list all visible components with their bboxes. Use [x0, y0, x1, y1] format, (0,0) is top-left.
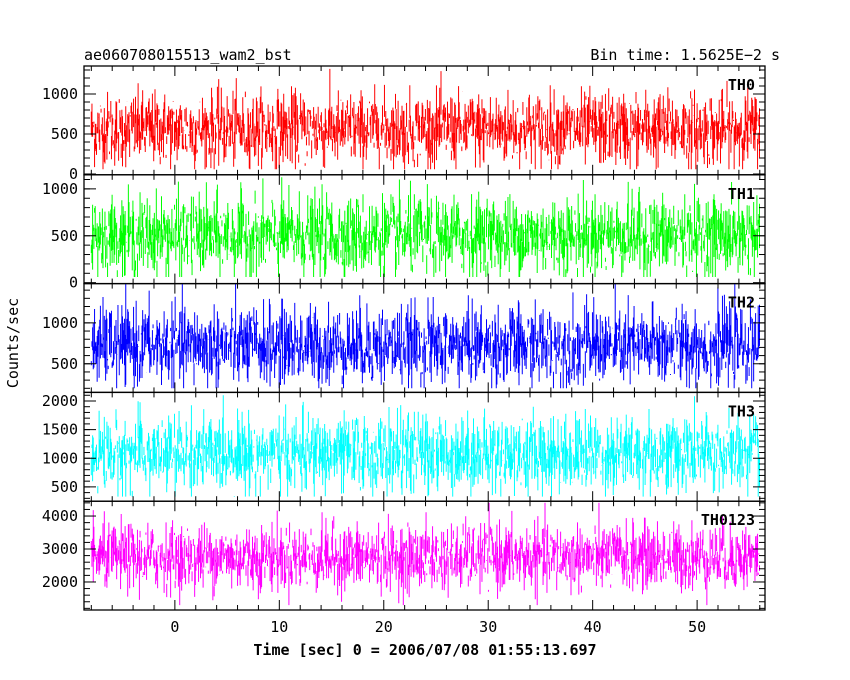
panel-label: TH0123: [701, 511, 755, 529]
panel-th2: 500 1000 TH2: [42, 282, 766, 394]
y-tick-label: 2000: [42, 392, 78, 410]
y-tick-label: 1500: [42, 421, 78, 439]
x-axis-label: Time [sec] 0 = 2006/07/08 01:55:13.697: [253, 641, 596, 659]
y-tick-label: 500: [51, 125, 78, 143]
y-tick-label: 1000: [42, 314, 78, 332]
y-tick-label: 0: [69, 165, 78, 183]
x-tick-label: 30: [479, 618, 497, 636]
x-tick-label: 40: [584, 618, 602, 636]
y-tick-label: 500: [51, 227, 78, 245]
y-tick-label: 0: [69, 274, 78, 292]
y-tick-label: 1000: [42, 85, 78, 103]
y-tick-label: 1000: [42, 449, 78, 467]
series-th1: [90, 177, 761, 277]
y-tick-label: 500: [51, 478, 78, 496]
x-tick-label: 50: [688, 618, 706, 636]
panel-label: TH1: [728, 185, 755, 203]
panels-group: 0 500 1000 TH0 0 500 1000 TH1 500 1000 TH2 500 1000 1…: [42, 65, 766, 611]
series-th2: [90, 283, 761, 389]
panel-th3: 500 1000 1500 2000 TH3: [42, 391, 766, 502]
y-axis-label: Counts/sec: [4, 298, 22, 388]
y-tick-label: 4000: [42, 507, 78, 525]
series-th0: [90, 68, 761, 170]
y-tick-label: 2000: [42, 573, 78, 591]
y-tick-label: 1000: [42, 180, 78, 198]
y-tick-label: 500: [51, 355, 78, 373]
x-tick-label: 10: [270, 618, 288, 636]
y-tick-label: 3000: [42, 540, 78, 558]
chart-title: ae060708015513_wam2_bst: [84, 46, 292, 64]
x-axis: 0 10 20 30 40 50: [170, 618, 706, 636]
panel-th0: 0 500 1000 TH0: [42, 65, 766, 183]
panel-th0123: 2000 3000 4000 TH0123: [42, 500, 766, 611]
bin-time-label: Bin time: 1.5625E−2 s: [590, 46, 780, 64]
x-tick-label: 0: [170, 618, 179, 636]
panel-th1: 0 500 1000 TH1: [42, 174, 766, 292]
panel-label: TH3: [728, 402, 755, 420]
series-th3: [90, 395, 761, 497]
panel-label: TH2: [728, 294, 755, 312]
x-tick-label: 20: [375, 618, 393, 636]
panel-label: TH0: [728, 76, 755, 94]
series-th0123: [90, 502, 761, 606]
